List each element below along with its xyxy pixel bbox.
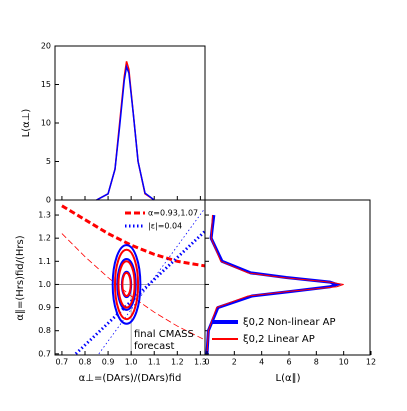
x-tick-label: 12: [366, 358, 376, 367]
legend-label: α=0.93,1.07: [148, 209, 198, 218]
curve: [96, 63, 155, 201]
frame: [54, 45, 206, 201]
line: [61, 204, 205, 268]
contour: [117, 260, 136, 309]
curve: [206, 215, 344, 354]
y-tick-label: 0: [46, 196, 51, 205]
y-axis-label: α∥=(Hrs)fid/(Hrs): [15, 235, 26, 320]
y-tick-label: 1.2: [38, 234, 51, 243]
x-tick-label: 1.2: [171, 358, 184, 367]
contour: [111, 244, 142, 325]
y-tick-label: 10: [41, 119, 51, 128]
y-tick-label: 1.1: [38, 257, 51, 266]
y-tick-label: 0.9: [38, 303, 51, 312]
x-tick-label: 0.7: [56, 358, 69, 367]
y-tick-label: 20: [41, 42, 51, 51]
annotation: final CMASS: [134, 329, 194, 340]
x-tick-label: 1.1: [148, 358, 161, 367]
plot-area: [55, 204, 205, 355]
legend-label: ξ0,2 Non-linear AP: [243, 317, 336, 328]
x-tick-label: 1.0: [125, 358, 138, 367]
legend-label: ξ0,2 Linear AP: [243, 334, 315, 345]
x-tick-label: 1.3: [194, 358, 207, 367]
x-tick-label: 10: [339, 358, 349, 367]
x-tick-label: 6: [286, 358, 291, 367]
x-tick-label: 2: [232, 358, 237, 367]
x-tick-label: 4: [259, 358, 264, 367]
x-axis-label: α⊥=(DArs)/(DArs)fid: [79, 373, 182, 384]
x-axis-label: L(α∥): [276, 373, 301, 384]
y-tick-label: 15: [41, 80, 51, 89]
line: [61, 233, 205, 341]
plot-area: [205, 214, 344, 354]
contour: [114, 248, 140, 321]
y-tick-label: 1.0: [38, 280, 51, 289]
x-tick-label: 0.8: [79, 358, 92, 367]
annotation: forecast: [134, 341, 175, 352]
y-axis-label: L(α⊥): [21, 109, 32, 138]
contour: [116, 257, 137, 311]
y-tick-label: 0.7: [38, 349, 51, 358]
contour: [121, 271, 132, 298]
y-tick-label: 0.8: [38, 326, 51, 335]
legend-label: |ε|=0.04: [148, 222, 182, 231]
curve: [96, 61, 155, 201]
x-tick-label: 8: [314, 358, 319, 367]
x-tick-label: 0: [204, 358, 209, 367]
y-tick-label: 5: [46, 157, 51, 166]
x-tick-label: 0.9: [102, 358, 115, 367]
frame: [204, 199, 371, 356]
y-tick-label: 1.3: [38, 211, 51, 220]
